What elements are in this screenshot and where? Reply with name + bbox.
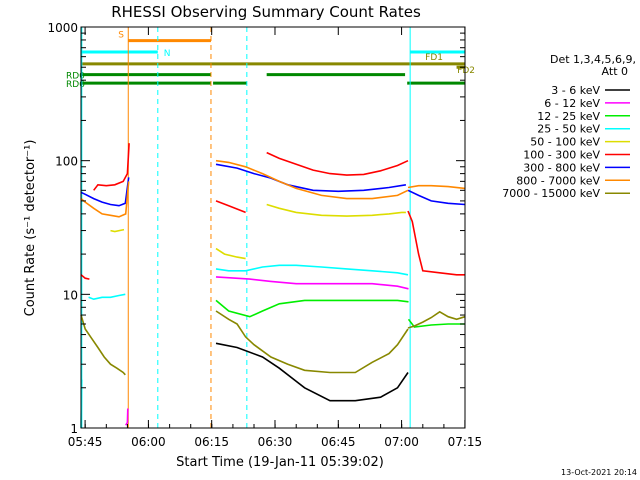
y-tick-label: 1 (70, 422, 78, 436)
x-tick-label: 07:00 (384, 435, 419, 449)
x-axis-ticks: 05:45 06:00 06:15 06:30 06:45 07:00 07:15 (68, 27, 482, 449)
series-line-4-1 (215, 247, 246, 260)
series-line-8-2 (407, 310, 466, 329)
x-tick-label: 05:45 (68, 435, 103, 449)
flag-label-n: N (164, 49, 171, 59)
legend-label: 3 - 6 keV (551, 84, 600, 97)
series-line-5-2 (215, 200, 246, 214)
series-line-2-1 (407, 318, 465, 328)
series-line-1-1 (215, 276, 409, 290)
legend-header-att: Att 0 (602, 65, 628, 78)
series-line-1-0 (125, 408, 129, 426)
y-tick-label: 100 (55, 155, 78, 169)
series-line-4-2 (266, 203, 406, 217)
legend-label: 12 - 25 keV (537, 110, 600, 123)
legend-label: 800 - 7000 keV (516, 174, 600, 187)
flag-label-rd0: RD0 (66, 72, 85, 82)
series-line-5-0 (80, 274, 90, 280)
legend-label: 100 - 300 keV (523, 149, 600, 162)
legend-label: 25 - 50 keV (537, 123, 600, 136)
series-line-6-1 (215, 163, 407, 193)
series-line-7-1 (215, 159, 409, 200)
chart-title: RHESSI Observing Summary Count Rates (111, 3, 421, 21)
flag-label-rd6: RD6 (66, 80, 85, 90)
series-line-5-4 (407, 210, 465, 276)
legend-label: 300 - 800 keV (523, 161, 600, 174)
legend-header-det: Det 1,3,4,5,6,9, (550, 53, 636, 66)
legend-label: 7000 - 15000 keV (502, 187, 600, 200)
series-line-5-3 (266, 151, 409, 176)
series-line-3-1 (88, 293, 126, 301)
flag-label-fd1: FD1 (425, 53, 443, 63)
y-axis-label: Count Rate (s⁻¹ detector⁻¹) (23, 140, 38, 317)
series-layer (80, 143, 466, 429)
series-line-4-0 (110, 228, 125, 233)
y-axis-ticks: 1 10 100 1000 (47, 21, 465, 436)
y-tick-label: 1000 (47, 21, 78, 35)
legend-label: 6 - 12 keV (544, 97, 600, 110)
x-tick-label: 06:15 (194, 435, 229, 449)
series-line-2-0 (215, 299, 409, 318)
x-tick-label: 07:15 (448, 435, 483, 449)
series-line-7-2 (407, 184, 466, 190)
timestamp: 13-Oct-2021 20:14 (561, 468, 637, 477)
plot-frame (80, 26, 466, 429)
series-line-5-1 (93, 143, 130, 191)
series-line-0-0 (215, 342, 409, 402)
series-line-8-0 (80, 314, 126, 376)
flag-label-s: S (118, 31, 124, 41)
x-tick-label: 06:00 (131, 435, 166, 449)
vertical-markers (81, 27, 466, 428)
x-tick-label: 06:45 (321, 435, 356, 449)
x-axis-label: Start Time (19-Jan-11 05:39:02) (176, 455, 384, 470)
y-tick-label: 10 (63, 288, 78, 302)
series-line-7-0 (80, 181, 130, 218)
series-line-3-2 (215, 264, 409, 276)
series-line-6-2 (407, 189, 466, 206)
x-tick-label: 06:30 (258, 435, 293, 449)
series-line-8-1 (215, 310, 409, 374)
series-line-6-0 (80, 177, 130, 207)
flag-label-fd2: FD2 (457, 66, 475, 76)
legend-label: 50 - 100 keV (530, 136, 600, 149)
